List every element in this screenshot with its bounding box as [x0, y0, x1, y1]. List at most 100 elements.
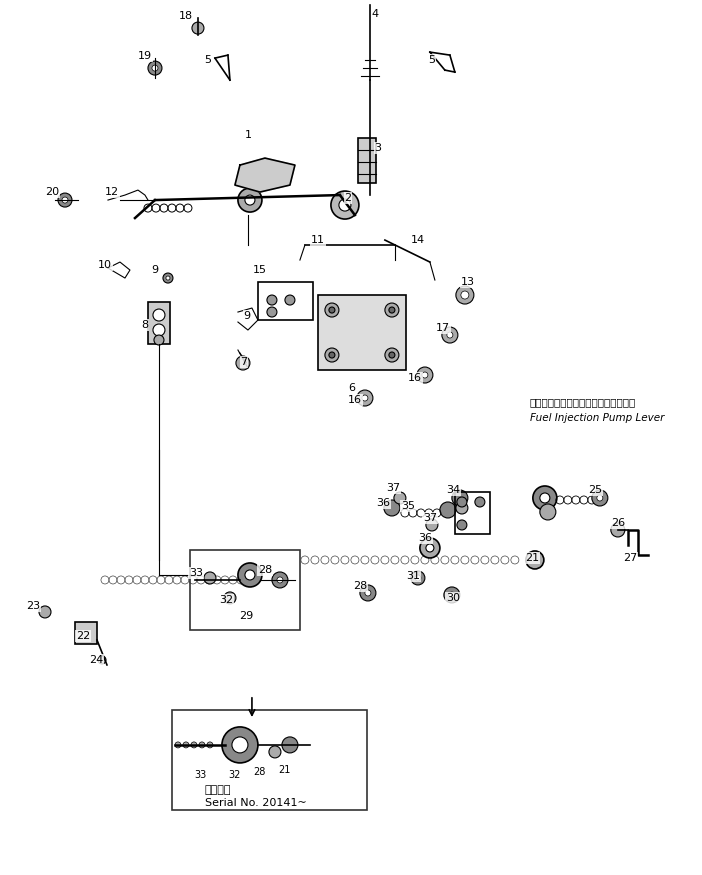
Circle shape [152, 65, 158, 71]
Text: 31: 31 [406, 571, 420, 581]
Circle shape [456, 502, 468, 514]
Text: 18: 18 [179, 11, 193, 21]
Text: 22: 22 [76, 631, 90, 641]
Circle shape [199, 742, 205, 748]
Text: 20: 20 [45, 187, 59, 197]
Circle shape [449, 592, 455, 598]
Bar [75, 622, 97, 644]
Circle shape [362, 395, 368, 401]
Text: 36: 36 [376, 498, 390, 508]
Circle shape [452, 490, 468, 506]
Text: 5: 5 [428, 55, 435, 65]
Bar [455, 492, 490, 534]
Circle shape [384, 500, 400, 516]
Circle shape [457, 520, 467, 530]
Circle shape [475, 497, 485, 507]
Circle shape [39, 606, 51, 618]
Circle shape [592, 490, 608, 506]
Circle shape [325, 348, 339, 362]
Circle shape [533, 486, 557, 510]
Circle shape [238, 563, 262, 587]
Circle shape [331, 191, 359, 219]
Circle shape [163, 273, 173, 283]
Circle shape [461, 291, 469, 299]
Circle shape [540, 493, 550, 503]
Circle shape [329, 352, 335, 358]
Text: 25: 25 [588, 485, 602, 495]
Text: 29: 29 [239, 611, 253, 621]
Circle shape [285, 295, 295, 305]
Circle shape [526, 551, 544, 569]
Text: 16: 16 [408, 373, 422, 383]
Circle shape [329, 307, 335, 313]
Text: 6: 6 [348, 383, 355, 393]
Circle shape [411, 571, 425, 585]
Circle shape [222, 727, 258, 763]
Circle shape [153, 324, 165, 336]
Circle shape [440, 502, 456, 518]
Text: 11: 11 [311, 235, 325, 245]
Text: 9: 9 [152, 265, 159, 275]
Text: 30: 30 [446, 593, 460, 603]
Bar [358, 138, 376, 183]
Circle shape [420, 538, 440, 558]
Circle shape [611, 523, 625, 537]
Circle shape [267, 307, 277, 317]
Text: 16: 16 [348, 395, 362, 405]
Text: 14: 14 [411, 235, 425, 245]
Text: 27: 27 [623, 553, 637, 563]
Circle shape [389, 352, 395, 358]
Circle shape [232, 737, 248, 752]
Circle shape [357, 390, 373, 406]
Text: 2: 2 [345, 193, 352, 203]
Circle shape [148, 61, 162, 75]
Circle shape [385, 348, 399, 362]
Circle shape [540, 504, 556, 520]
Circle shape [360, 585, 376, 601]
Circle shape [426, 519, 438, 531]
Circle shape [422, 372, 428, 378]
Circle shape [339, 199, 351, 211]
Circle shape [426, 544, 434, 552]
Text: 13: 13 [461, 277, 475, 287]
Circle shape [154, 335, 164, 345]
Circle shape [394, 492, 406, 504]
Circle shape [98, 656, 106, 664]
Text: フェルインジェクションポンプレバー: フェルインジェクションポンプレバー [530, 397, 636, 407]
Text: 19: 19 [138, 51, 152, 61]
Circle shape [224, 592, 236, 604]
Circle shape [192, 22, 204, 34]
Circle shape [444, 587, 460, 603]
Circle shape [236, 356, 250, 370]
Circle shape [442, 327, 458, 343]
Text: 15: 15 [253, 265, 267, 275]
Circle shape [269, 746, 281, 758]
Text: 17: 17 [436, 323, 450, 333]
Text: 32: 32 [229, 770, 241, 780]
Circle shape [415, 575, 421, 581]
Text: 24: 24 [89, 655, 103, 665]
Circle shape [204, 572, 216, 584]
Circle shape [282, 737, 298, 752]
Text: 28: 28 [258, 565, 272, 575]
Circle shape [166, 276, 170, 280]
Bar [148, 302, 170, 344]
Text: 3: 3 [374, 144, 381, 153]
Circle shape [389, 307, 395, 313]
Text: 23: 23 [26, 601, 40, 611]
Text: 28: 28 [353, 581, 367, 591]
Circle shape [417, 367, 433, 383]
Text: 37: 37 [423, 513, 437, 523]
Text: 9: 9 [244, 311, 251, 321]
Text: 37: 37 [386, 483, 400, 493]
Circle shape [191, 742, 197, 748]
Text: 1: 1 [244, 130, 251, 140]
Circle shape [267, 295, 277, 305]
Bar [318, 295, 406, 370]
Bar [172, 710, 367, 810]
Circle shape [385, 303, 399, 317]
Circle shape [58, 193, 72, 207]
Circle shape [597, 495, 603, 501]
Text: 8: 8 [141, 320, 149, 330]
Text: 34: 34 [446, 485, 460, 495]
